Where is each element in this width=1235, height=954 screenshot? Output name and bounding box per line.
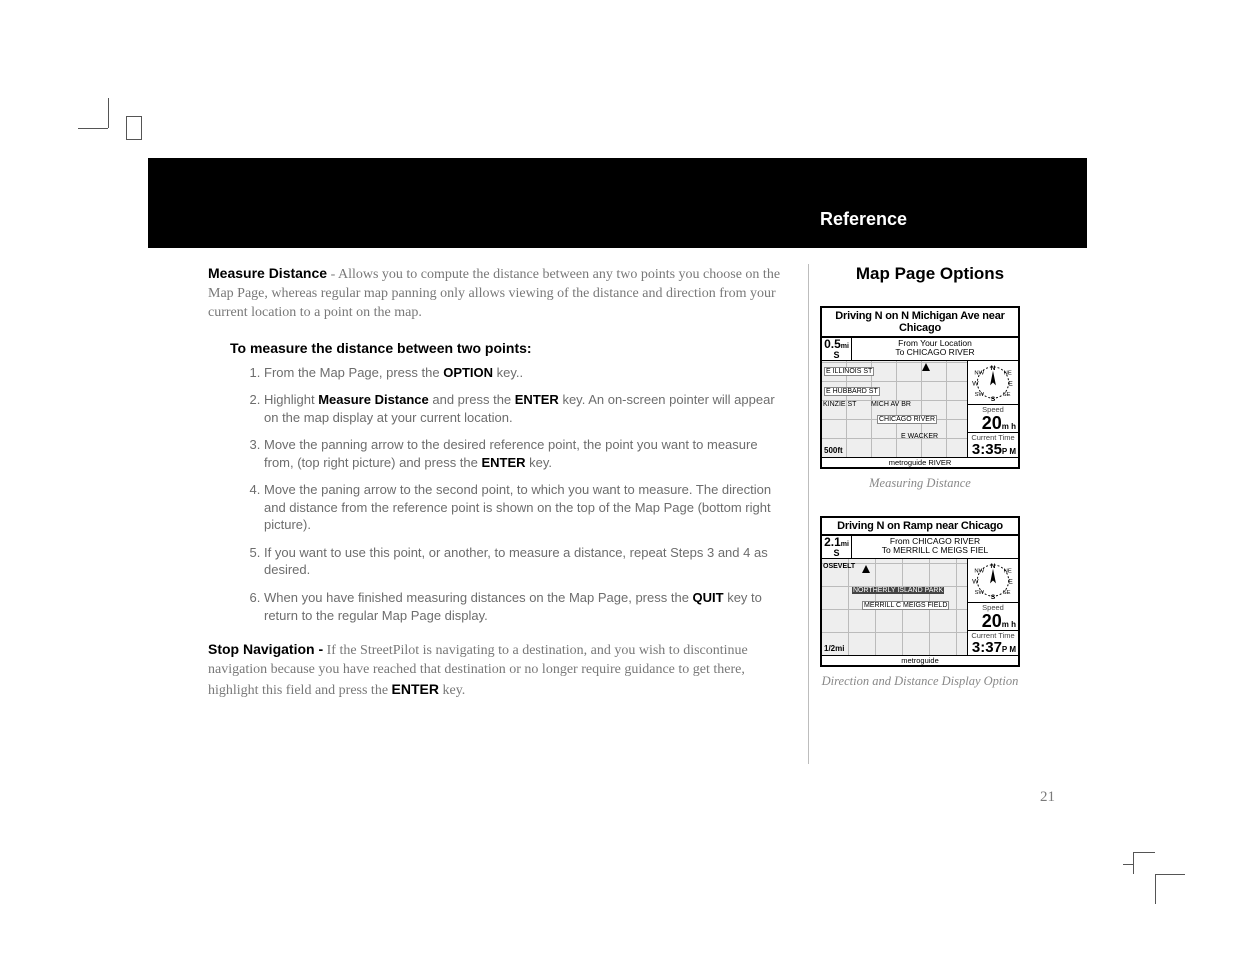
device1-footer: metroguide RIVER <box>822 457 1018 467</box>
intro-para: Measure Distance - Allows you to compute… <box>208 264 793 323</box>
figure-measuring-distance: Driving N on N Michigan Ave near Chicago… <box>820 306 1020 491</box>
step-1: From the Map Page, press the OPTION key.… <box>264 364 793 382</box>
device1-fromto: From Your LocationTo CHICAGO RIVER <box>852 338 1018 360</box>
figure-direction-distance: Driving N on Ramp near Chicago 2.1mi S F… <box>820 516 1020 689</box>
svg-text:W: W <box>972 579 979 586</box>
device1-map: E ILLINOIS ST E HUBBARD ST KINZIE ST MIC… <box>822 361 968 457</box>
svg-text:SE: SE <box>1003 590 1011 596</box>
header-bar: Reference <box>148 158 1087 248</box>
intro-lead: Measure Distance <box>208 265 327 281</box>
vertical-rule <box>808 264 809 764</box>
compass-icon: N NE E SE S SW W NW <box>968 559 1018 603</box>
device-screenshot-1: Driving N on N Michigan Ave near Chicago… <box>820 306 1020 469</box>
svg-text:SW: SW <box>975 392 985 398</box>
figure1-caption: Measuring Distance <box>820 475 1020 491</box>
svg-text:E: E <box>1008 381 1013 388</box>
header-section: Reference <box>820 209 907 230</box>
device1-side: N NE E SE S SW W NW Speed 20m h Current … <box>968 361 1018 457</box>
device2-footer: metroguide <box>822 655 1018 665</box>
device-screenshot-2: Driving N on Ramp near Chicago 2.1mi S F… <box>820 516 1020 667</box>
svg-text:NE: NE <box>1004 371 1012 377</box>
step-6: When you have finished measuring distanc… <box>264 589 793 624</box>
step-3: Move the panning arrow to the desired re… <box>264 436 793 471</box>
svg-text:N: N <box>991 365 996 372</box>
page-title: Map Page Options <box>800 264 1060 284</box>
device2-title: Driving N on Ramp near Chicago <box>822 518 1018 536</box>
steps-list: From the Map Page, press the OPTION key.… <box>264 364 793 625</box>
step-5: If you want to use this point, or anothe… <box>264 544 793 579</box>
step-2: Highlight Measure Distance and press the… <box>264 391 793 426</box>
device1-title: Driving N on N Michigan Ave near Chicago <box>822 308 1018 338</box>
svg-text:NW: NW <box>974 569 984 575</box>
compass-icon: N NE E SE S SW W NW <box>968 361 1018 405</box>
svg-text:S: S <box>991 396 996 403</box>
svg-text:SE: SE <box>1003 392 1011 398</box>
device2-map: OSEVELT NORTHERLY ISLAND PARK MERRILL C … <box>822 559 968 655</box>
stopnav-para: Stop Navigation - If the StreetPilot is … <box>208 640 793 701</box>
device2-side: N NE E SE S SW W NW Speed 20m h Current … <box>968 559 1018 655</box>
svg-text:SW: SW <box>975 590 985 596</box>
steps-heading: To measure the distance between two poin… <box>230 339 793 358</box>
svg-text:S: S <box>991 594 996 601</box>
device2-distance: 2.1mi S <box>822 536 852 558</box>
svg-text:N: N <box>991 563 996 570</box>
page-number: 21 <box>1040 789 1055 806</box>
device2-fromto: From CHICAGO RIVERTo MERRILL C MEIGS FIE… <box>852 536 1018 558</box>
figure2-caption: Direction and Distance Display Option <box>820 673 1020 689</box>
stopnav-lead: Stop Navigation - <box>208 641 323 657</box>
step-4: Move the paning arrow to the second poin… <box>264 481 793 534</box>
svg-text:E: E <box>1008 579 1013 586</box>
svg-text:NW: NW <box>974 371 984 377</box>
device1-distance: 0.5mi S <box>822 338 852 360</box>
svg-text:W: W <box>972 381 979 388</box>
main-column: Measure Distance - Allows you to compute… <box>208 264 793 717</box>
svg-text:NE: NE <box>1004 569 1012 575</box>
